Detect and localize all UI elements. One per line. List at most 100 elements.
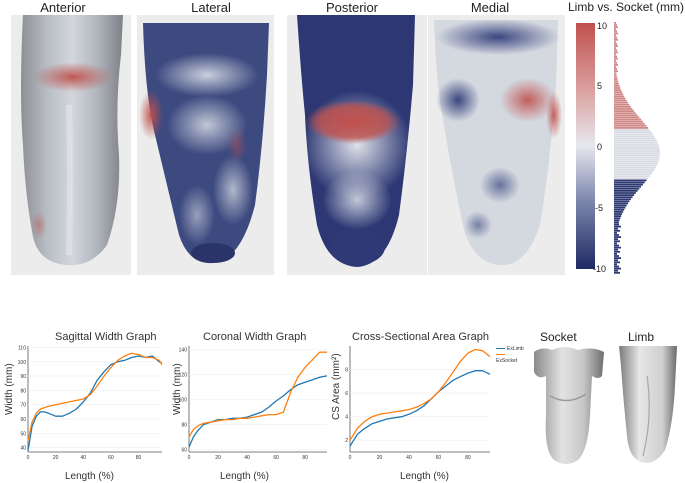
series-line-socket bbox=[349, 348, 491, 441]
x-tick-label: 60 bbox=[273, 455, 279, 461]
view-label-medial: Medial bbox=[470, 0, 510, 15]
histogram-bar bbox=[614, 141, 658, 144]
histogram-bar bbox=[614, 206, 626, 209]
x-tick-label: 80 bbox=[136, 455, 142, 461]
histogram-bar bbox=[614, 59, 616, 62]
histogram-bar bbox=[614, 177, 649, 180]
y-tick-label: 80 bbox=[181, 423, 187, 429]
histogram-bar bbox=[614, 255, 619, 257]
posterior-view-panel bbox=[287, 15, 427, 275]
histogram-bar bbox=[614, 179, 647, 182]
anterior-view-panel bbox=[11, 15, 131, 275]
coronal-width-chart: 60 80 100 120 140 0 20 40 60 80 bbox=[175, 342, 330, 469]
histogram-bar bbox=[614, 156, 660, 159]
posterior-red-region bbox=[305, 100, 401, 144]
histogram-bar bbox=[614, 240, 620, 243]
histogram-bar bbox=[614, 238, 618, 241]
coronal-x-label: Length (%) bbox=[220, 471, 269, 482]
cs-area-x-label: Length (%) bbox=[400, 471, 449, 482]
histogram-bar bbox=[614, 22, 616, 24]
coronal-chart-title: Coronal Width Graph bbox=[203, 331, 307, 343]
medial-red-region bbox=[500, 78, 556, 122]
limb-render bbox=[613, 346, 683, 473]
x-tick-label: 40 bbox=[244, 455, 250, 461]
y-tick-label: 40 bbox=[20, 446, 26, 452]
histogram-bar bbox=[614, 38, 618, 41]
y-tick-label: 6 bbox=[345, 391, 348, 397]
histogram-bar bbox=[614, 47, 616, 49]
histogram-bar bbox=[614, 183, 643, 186]
colorbar-tick-neg10: -10 bbox=[593, 264, 607, 274]
x-tick-label: 20 bbox=[215, 455, 221, 461]
histogram-bar bbox=[614, 171, 653, 173]
colorbar bbox=[576, 23, 595, 269]
histogram-bar bbox=[614, 271, 620, 274]
histogram-bar bbox=[614, 89, 622, 91]
limb-label: Limb bbox=[628, 330, 655, 344]
y-tick-label: 60 bbox=[181, 448, 187, 454]
histogram-bar bbox=[614, 57, 618, 60]
histogram-bar bbox=[614, 242, 617, 245]
histogram-bar bbox=[614, 110, 635, 112]
histogram-bar bbox=[614, 211, 624, 213]
histogram-bar bbox=[614, 265, 619, 268]
lateral-view-panel bbox=[137, 15, 274, 275]
histogram-bar bbox=[614, 103, 630, 106]
histogram-bar bbox=[614, 173, 652, 175]
y-tick-label: 110 bbox=[18, 345, 26, 351]
histogram-bar bbox=[614, 61, 617, 64]
histogram-bar bbox=[614, 164, 657, 167]
x-tick-label: 0 bbox=[188, 455, 191, 461]
legend-item-exsocket: ExSocket bbox=[496, 352, 528, 364]
histogram-bar bbox=[614, 30, 617, 33]
sagittal-width-chart: 40 50 60 70 80 90 100 110 0 20 40 60 80 bbox=[14, 342, 166, 469]
histogram-bar bbox=[614, 93, 624, 96]
histogram-bar bbox=[614, 213, 623, 215]
deviation-histogram bbox=[614, 22, 674, 274]
histogram-bar bbox=[614, 208, 625, 211]
histogram-bar bbox=[614, 49, 617, 52]
cs-area-chart: 2 4 6 8 0 20 40 60 80 bbox=[336, 342, 494, 469]
histogram-bar bbox=[614, 169, 655, 171]
histogram-bar bbox=[614, 120, 643, 123]
y-tick-label: 60 bbox=[20, 417, 26, 423]
colorbar-tick-5: 5 bbox=[597, 81, 603, 91]
histogram-bar bbox=[614, 219, 620, 222]
y-tick-label: 2 bbox=[345, 438, 348, 444]
y-tick-label: 100 bbox=[18, 360, 27, 366]
histogram-bar bbox=[614, 137, 656, 140]
histogram-bar bbox=[614, 166, 656, 169]
series-line-socket bbox=[27, 352, 163, 441]
histogram-bar bbox=[614, 85, 620, 87]
medial-limb-shape bbox=[434, 20, 558, 266]
cs-area-chart-title: Cross-Sectional Area Graph bbox=[352, 331, 489, 343]
histogram-bar bbox=[614, 227, 618, 230]
histogram-bar bbox=[614, 129, 650, 131]
colorbar-title: Limb vs. Socket (mm) bbox=[568, 0, 685, 14]
y-tick-label: 50 bbox=[20, 431, 26, 437]
histogram-bar bbox=[614, 82, 619, 85]
histogram-bar bbox=[614, 45, 618, 47]
x-tick-label: 0 bbox=[349, 455, 352, 461]
histogram-bar bbox=[614, 192, 636, 194]
x-tick-label: 20 bbox=[53, 455, 59, 461]
histogram-bar bbox=[614, 24, 617, 26]
y-tick-label: 120 bbox=[179, 373, 188, 379]
histogram-bar bbox=[614, 51, 618, 54]
x-tick-label: 0 bbox=[27, 455, 30, 461]
histogram-bar bbox=[614, 229, 620, 232]
histogram-bar bbox=[614, 253, 617, 255]
x-tick-label: 40 bbox=[80, 455, 86, 461]
histogram-bar bbox=[614, 116, 640, 119]
histogram-bar bbox=[614, 152, 660, 154]
view-label-posterior: Posterior bbox=[325, 0, 379, 15]
histogram-bar bbox=[614, 196, 633, 199]
histogram-bar bbox=[614, 78, 618, 81]
histogram-bar bbox=[614, 106, 631, 108]
histogram-bar bbox=[614, 28, 616, 31]
histogram-bar bbox=[614, 162, 658, 165]
histogram-bar bbox=[614, 143, 659, 146]
histogram-bar bbox=[614, 236, 621, 238]
anterior-red-region bbox=[33, 62, 113, 92]
histogram-bar bbox=[614, 95, 625, 98]
